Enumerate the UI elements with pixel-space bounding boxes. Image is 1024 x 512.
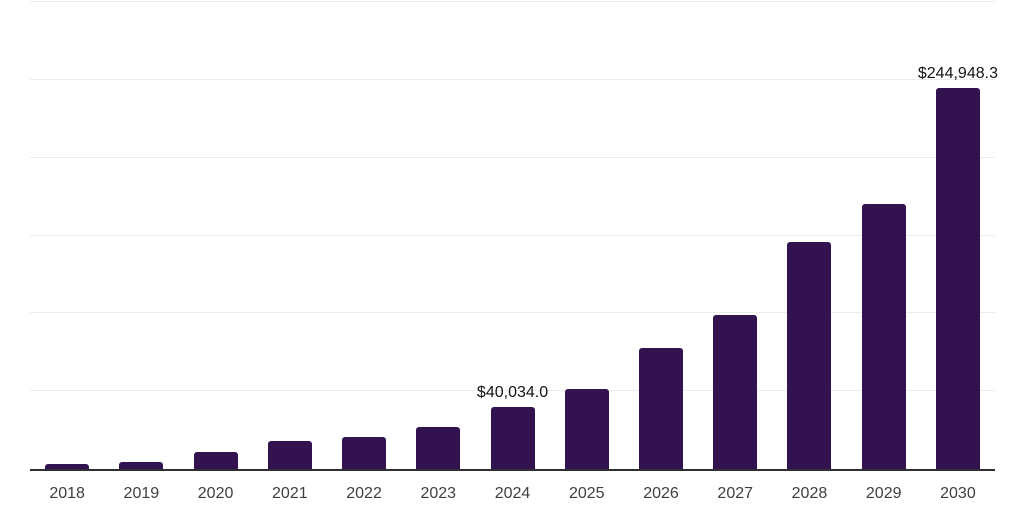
bar-2020 bbox=[193, 452, 238, 469]
gridline bbox=[30, 156, 995, 158]
bar-2022 bbox=[342, 436, 387, 469]
x-axis-label-2027: 2027 bbox=[717, 485, 754, 502]
x-axis-label-2020: 2020 bbox=[197, 485, 234, 502]
bar-slot-2022 bbox=[327, 2, 401, 469]
bar-slot-2024: $40,034.0 bbox=[475, 2, 549, 469]
x-axis-label-2025: 2025 bbox=[568, 485, 605, 502]
gridline bbox=[30, 78, 995, 80]
bar-value-label-2024: $40,034.0 bbox=[476, 383, 549, 401]
grid-layer bbox=[30, 1, 995, 469]
bar-2030 bbox=[935, 87, 980, 469]
bar-2027 bbox=[713, 314, 758, 469]
x-axis-label-2018: 2018 bbox=[49, 485, 85, 502]
bar-slot-2029 bbox=[847, 2, 921, 469]
bar-2024 bbox=[490, 406, 535, 469]
bar-slot-2018 bbox=[30, 2, 104, 469]
bar-slot-2028 bbox=[772, 2, 846, 469]
bar-2021 bbox=[267, 441, 312, 469]
bar-2029 bbox=[861, 203, 906, 469]
bar-slot-2027 bbox=[698, 2, 772, 469]
gridline bbox=[30, 234, 995, 236]
bar-slot-2023 bbox=[401, 2, 475, 469]
bar-2019 bbox=[119, 461, 164, 469]
bar-slot-2025 bbox=[550, 2, 624, 469]
x-axis-label-2028: 2028 bbox=[791, 485, 828, 502]
x-axis-line bbox=[30, 469, 995, 471]
gridline bbox=[30, 312, 995, 314]
x-axis-label-2022: 2022 bbox=[346, 485, 382, 502]
bar-2025 bbox=[564, 388, 609, 469]
plot-area: $40,034.0 $244,948.3 bbox=[30, 1, 998, 471]
bar-2023 bbox=[416, 427, 461, 469]
bars-layer: $40,034.0 $244,948.3 bbox=[30, 2, 998, 469]
bar-2026 bbox=[638, 347, 683, 469]
bar-2028 bbox=[787, 241, 832, 469]
x-axis-label-2029: 2029 bbox=[865, 485, 902, 502]
bar-slot-2030: $244,948.3 bbox=[917, 2, 998, 469]
x-axis-label-2030: 2030 bbox=[940, 485, 976, 502]
x-axis-label-2023: 2023 bbox=[420, 485, 457, 502]
bar-slot-2019 bbox=[104, 2, 178, 469]
bar-slot-2020 bbox=[178, 2, 252, 469]
x-axis-label-2026: 2026 bbox=[643, 485, 679, 502]
x-axis-labels: 2018 2019 2020 2021 2022 2023 2024 2025 2026 2027… bbox=[30, 484, 995, 503]
x-axis-label-2024: 2024 bbox=[494, 485, 531, 502]
bar-2018 bbox=[45, 463, 90, 469]
x-axis-label-2021: 2021 bbox=[272, 485, 308, 502]
bar-slot-2021 bbox=[253, 2, 327, 469]
gridline bbox=[30, 390, 995, 392]
bar-value-label-2030: $244,948.3 bbox=[917, 64, 998, 82]
gridline bbox=[30, 1, 995, 2]
bar-slot-2026 bbox=[624, 2, 698, 469]
x-axis-label-2019: 2019 bbox=[123, 485, 160, 502]
